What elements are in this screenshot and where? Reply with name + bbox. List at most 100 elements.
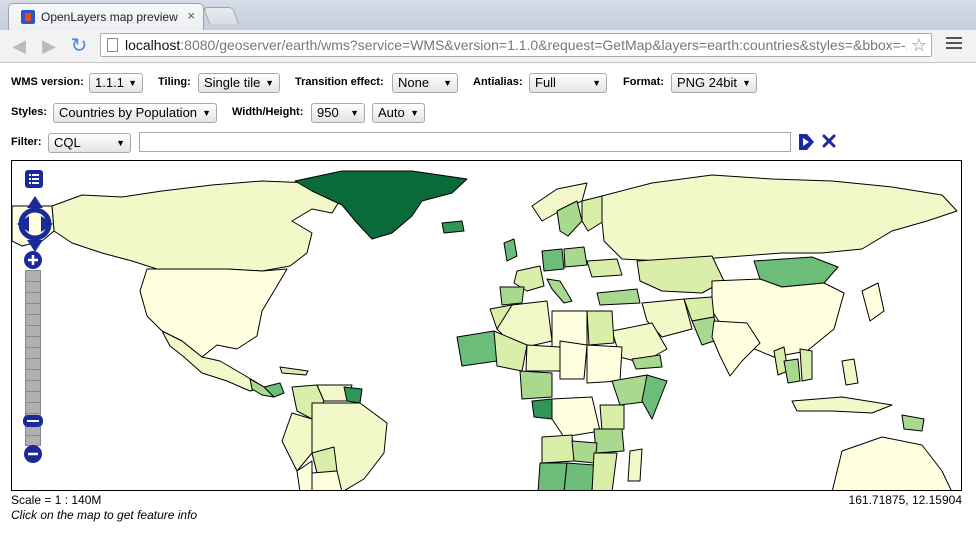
country-drc xyxy=(551,396,601,438)
country-italy xyxy=(546,278,573,304)
zoom-slider-handle[interactable] xyxy=(23,415,43,427)
country-thailand xyxy=(783,358,801,384)
dropdown-caret-icon: ▼ xyxy=(350,108,359,118)
country-angola xyxy=(541,434,575,464)
transition-effect-label: Transition effect: xyxy=(295,76,384,88)
antialias-label: Antialias: xyxy=(473,76,523,88)
country-peru xyxy=(281,412,313,472)
country-turkey xyxy=(596,288,641,306)
pan-control-icon[interactable] xyxy=(15,194,55,254)
country-mozambique xyxy=(591,452,618,490)
country-papua xyxy=(901,414,925,432)
reload-icon[interactable]: ↻ xyxy=(70,35,88,57)
country-somalia xyxy=(641,374,668,420)
country-botswana xyxy=(563,462,595,490)
country-kenya xyxy=(599,404,625,432)
country-chad xyxy=(559,340,588,380)
country-sweden xyxy=(556,200,583,237)
url-text[interactable]: localhost:8080/geoserver/earth/wms?servi… xyxy=(125,37,907,53)
country-namibia xyxy=(537,462,568,490)
apply-filter-play-icon[interactable] xyxy=(797,133,815,151)
dropdown-caret-icon: ▼ xyxy=(742,78,751,88)
country-argentina xyxy=(311,470,343,490)
country-philippines xyxy=(841,358,859,386)
address-bar[interactable]: localhost:8080/geoserver/earth/wms?servi… xyxy=(100,33,932,57)
dropdown-caret-icon: ▼ xyxy=(116,138,125,148)
country-france xyxy=(513,265,545,292)
format-select[interactable]: PNG 24bit ▼ xyxy=(671,73,757,93)
dropdown-caret-icon: ▼ xyxy=(128,78,137,88)
width-select[interactable]: 950 ▼ xyxy=(311,103,365,123)
country-yemen xyxy=(631,354,663,370)
mouse-coordinates: 161.71875, 12.15904 xyxy=(848,493,962,507)
filter-type-select[interactable]: CQL ▼ xyxy=(48,133,131,153)
country-indonesia xyxy=(791,396,893,414)
styles-label: Styles: xyxy=(11,106,48,118)
styles-select[interactable]: Countries by Population ▼ xyxy=(53,103,217,123)
geoserver-favicon-icon xyxy=(21,10,35,24)
country-india xyxy=(711,320,761,377)
country-madagascar xyxy=(627,448,643,482)
page-icon xyxy=(107,38,118,52)
country-honduras xyxy=(263,382,285,398)
country-greenland xyxy=(294,170,468,240)
country-guatemala xyxy=(249,378,275,398)
bookmark-star-icon[interactable]: ☆ xyxy=(910,35,927,55)
country-germany xyxy=(541,248,565,272)
tiling-select[interactable]: Single tile ▼ xyxy=(198,73,280,93)
country-tanzania xyxy=(593,428,625,454)
tab-close-icon[interactable]: × xyxy=(187,8,195,23)
country-nigeria xyxy=(519,370,553,400)
filter-input[interactable] xyxy=(139,132,791,152)
country-mauritania xyxy=(456,330,498,367)
wms-version-select[interactable]: 1.1.1 ▼ xyxy=(89,73,143,93)
zoom-out-icon[interactable] xyxy=(24,445,42,463)
forward-arrow-icon[interactable]: ▶ xyxy=(42,36,56,56)
country-egypt xyxy=(586,310,615,346)
browser-tab[interactable]: OpenLayers map preview × xyxy=(8,3,204,30)
wms-version-label: WMS version: xyxy=(11,76,84,88)
layer-switcher-icon[interactable] xyxy=(25,170,43,188)
country-russia xyxy=(601,174,958,262)
tab-title: OpenLayers map preview xyxy=(41,10,178,24)
country-uk xyxy=(503,238,518,262)
country-vietnam xyxy=(799,348,813,382)
scale-readout: Scale = 1 : 140M xyxy=(11,493,102,507)
back-arrow-icon[interactable]: ◀ xyxy=(12,36,26,56)
country-chile xyxy=(296,460,313,490)
width-height-label: Width/Height: xyxy=(232,106,304,118)
country-niger xyxy=(525,344,561,372)
country-iceland xyxy=(441,220,465,234)
filter-label: Filter: xyxy=(11,136,42,148)
browser-menu-icon[interactable] xyxy=(946,37,962,51)
dropdown-caret-icon: ▼ xyxy=(592,78,601,88)
country-spain xyxy=(499,286,525,306)
country-usa xyxy=(139,268,288,358)
browser-toolbar: ◀ ▶ ↻ localhost:8080/geoserver/earth/wms… xyxy=(0,30,976,63)
reset-filter-close-icon[interactable] xyxy=(821,133,837,149)
tab-strip: OpenLayers map preview × xyxy=(0,0,976,30)
zoom-in-icon[interactable] xyxy=(24,251,42,269)
new-tab-button[interactable] xyxy=(202,7,240,24)
tiling-label: Tiling: xyxy=(158,76,191,88)
country-sudan xyxy=(586,344,623,384)
country-canada xyxy=(51,180,343,272)
dropdown-caret-icon: ▼ xyxy=(410,108,419,118)
dropdown-caret-icon: ▼ xyxy=(443,78,452,88)
country-ukraine xyxy=(586,258,623,278)
transition-effect-select[interactable]: None ▼ xyxy=(392,73,458,93)
dropdown-caret-icon: ▼ xyxy=(202,108,211,118)
country-australia xyxy=(831,436,952,490)
country-finland xyxy=(581,195,605,232)
country-cuba xyxy=(279,366,309,376)
world-map[interactable] xyxy=(12,161,962,491)
country-gabon xyxy=(531,398,553,420)
antialias-select[interactable]: Full ▼ xyxy=(529,73,607,93)
country-poland xyxy=(563,246,588,268)
country-guyana xyxy=(343,386,363,404)
map-viewport[interactable] xyxy=(11,160,962,491)
feature-info-hint: Click on the map to get feature info xyxy=(11,508,198,522)
height-select[interactable]: Auto ▼ xyxy=(372,103,425,123)
format-label: Format: xyxy=(623,76,664,88)
country-kazakhstan xyxy=(636,255,725,294)
